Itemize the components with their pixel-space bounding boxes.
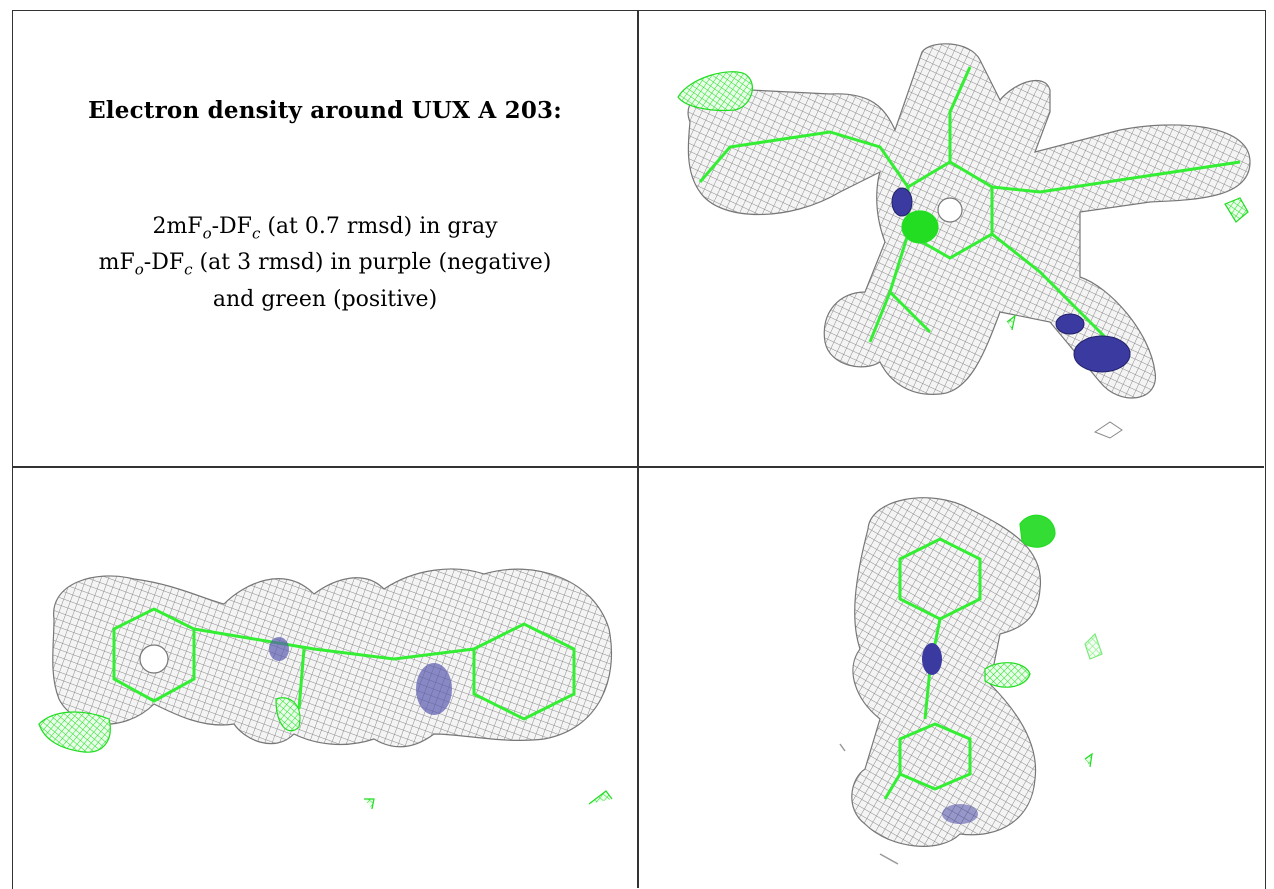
legend-line-2fofc: 2mFo-DFc (at 0.7 rmsd) in gray: [14, 212, 636, 248]
purple-negative-density: [269, 637, 452, 715]
green-positive-density: [38, 697, 613, 810]
green-positive-density: [984, 514, 1103, 768]
density-render: [839, 497, 1103, 865]
purple-negative-density: [922, 643, 978, 824]
purple-negative-density: [891, 187, 1131, 373]
density-view-bottom-left: [14, 469, 636, 888]
legend-text: (at 0.7 rmsd) in gray: [260, 214, 498, 239]
legend-line-positive: and green (positive): [212, 286, 438, 312]
legend-line-fofc: mFo-DFc (at 3 rmsd) in purple (negative): [14, 248, 636, 284]
legend-text: -DF: [143, 250, 185, 276]
legend-subscript: c: [184, 260, 193, 279]
density-render: [677, 43, 1251, 439]
legend-subscript: c: [251, 224, 261, 243]
green-positive-density: [677, 71, 1249, 331]
legend-subscript: o: [202, 224, 212, 243]
gray-fragment: [839, 743, 899, 865]
legend-text: mF: [98, 250, 135, 276]
caption-legend: 2mFo-DFc (at 0.7 rmsd) in gray mFo-DFc (…: [14, 212, 636, 315]
legend-text: (at 3 rmsd) in purple (negative): [192, 250, 552, 276]
legend-text: -DF: [211, 214, 252, 239]
grid-horizontal-divider: [12, 466, 1264, 468]
density-view-top-right: [640, 12, 1262, 465]
green-model-sticks: [112, 607, 576, 721]
density-view-bottom-right: [640, 469, 1262, 888]
figure-grid: [12, 10, 1266, 889]
gray-mesh-2fofc: [52, 568, 613, 748]
density-render: [38, 568, 613, 810]
legend-text: 2mF: [152, 214, 203, 239]
caption-cell: Electron density around UUX A 203: 2mFo-…: [14, 12, 636, 465]
gray-fragment: [1093, 421, 1123, 439]
gray-mesh-2fofc: [687, 43, 1251, 399]
legend-subscript: o: [134, 260, 144, 279]
caption-title: Electron density around UUX A 203:: [88, 97, 562, 124]
grid-vertical-divider: [637, 10, 639, 888]
